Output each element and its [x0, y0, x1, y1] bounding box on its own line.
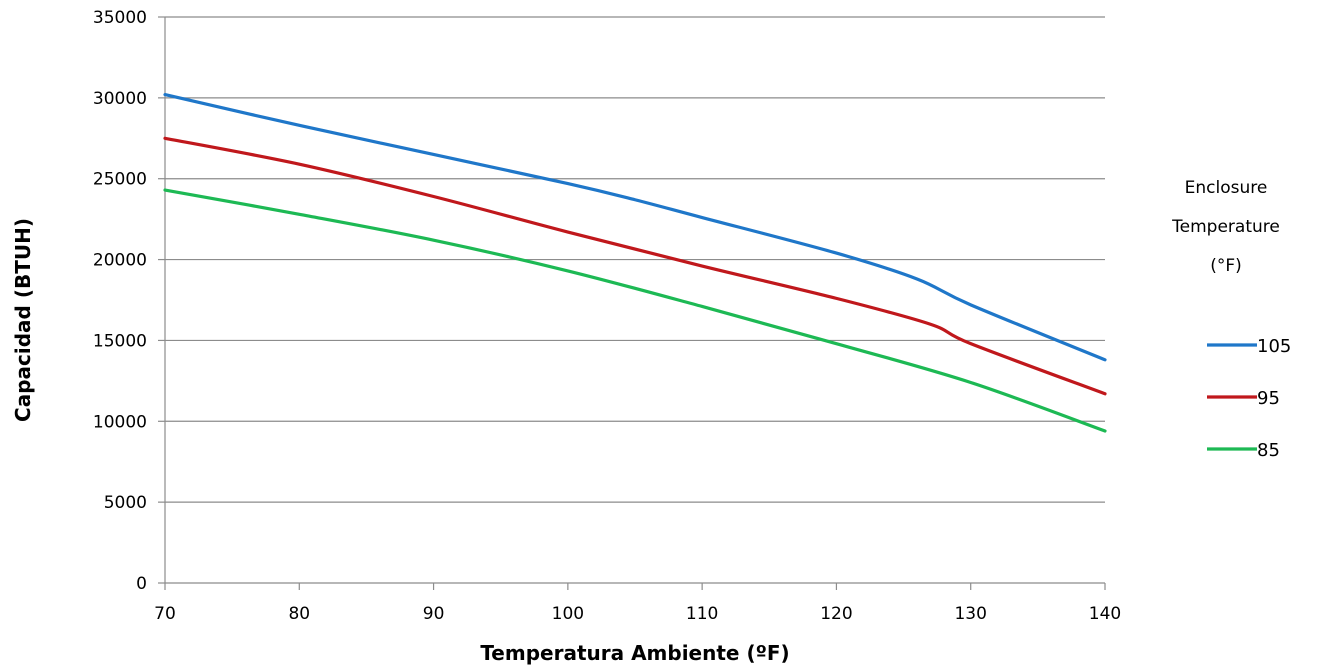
y-tick-label: 5000 [104, 493, 147, 513]
y-tick-label: 0 [136, 574, 147, 594]
legend-label-85: 85 [1257, 440, 1280, 461]
series-line-85 [163, 188, 1107, 433]
x-tick-label: 140 [1089, 604, 1121, 624]
x-tick-label: 130 [954, 604, 986, 624]
axes [158, 16, 1106, 590]
y-tick-label: 15000 [93, 331, 147, 351]
tick-labels: 0 5000 10000 15000 20000 25000 30000 35000 70 80 9… [93, 8, 1121, 624]
series-line-95 [163, 136, 1107, 396]
x-tick-label: 70 [154, 604, 176, 624]
x-tick-label: 100 [552, 604, 584, 624]
legend-title-line-2: Temperature [1171, 217, 1280, 237]
legend-label-95: 95 [1257, 388, 1280, 409]
legend-label-105: 105 [1257, 336, 1291, 357]
y-tick-label: 35000 [93, 8, 147, 28]
x-tick-label: 120 [820, 604, 852, 624]
y-axis-title: Capacidad (BTUH) [11, 218, 35, 422]
y-tick-label: 25000 [93, 170, 147, 190]
gridlines [165, 16, 1105, 503]
legend: Enclosure Temperature (°F) 105 95 85 [1171, 178, 1291, 461]
x-tick-label: 80 [288, 604, 310, 624]
legend-items: 105 95 85 [1207, 336, 1291, 461]
x-tick-label: 90 [423, 604, 445, 624]
x-axis-title: Temperatura Ambiente (ºF) [480, 641, 789, 665]
legend-title-line-3: (°F) [1210, 256, 1242, 276]
y-tick-label: 30000 [93, 89, 147, 109]
y-tick-label: 10000 [93, 412, 147, 432]
y-tick-label: 20000 [93, 251, 147, 271]
series-lines [163, 93, 1107, 433]
legend-title-line-1: Enclosure [1185, 178, 1268, 198]
x-tick-label: 110 [686, 604, 718, 624]
series-line-105 [163, 93, 1107, 362]
